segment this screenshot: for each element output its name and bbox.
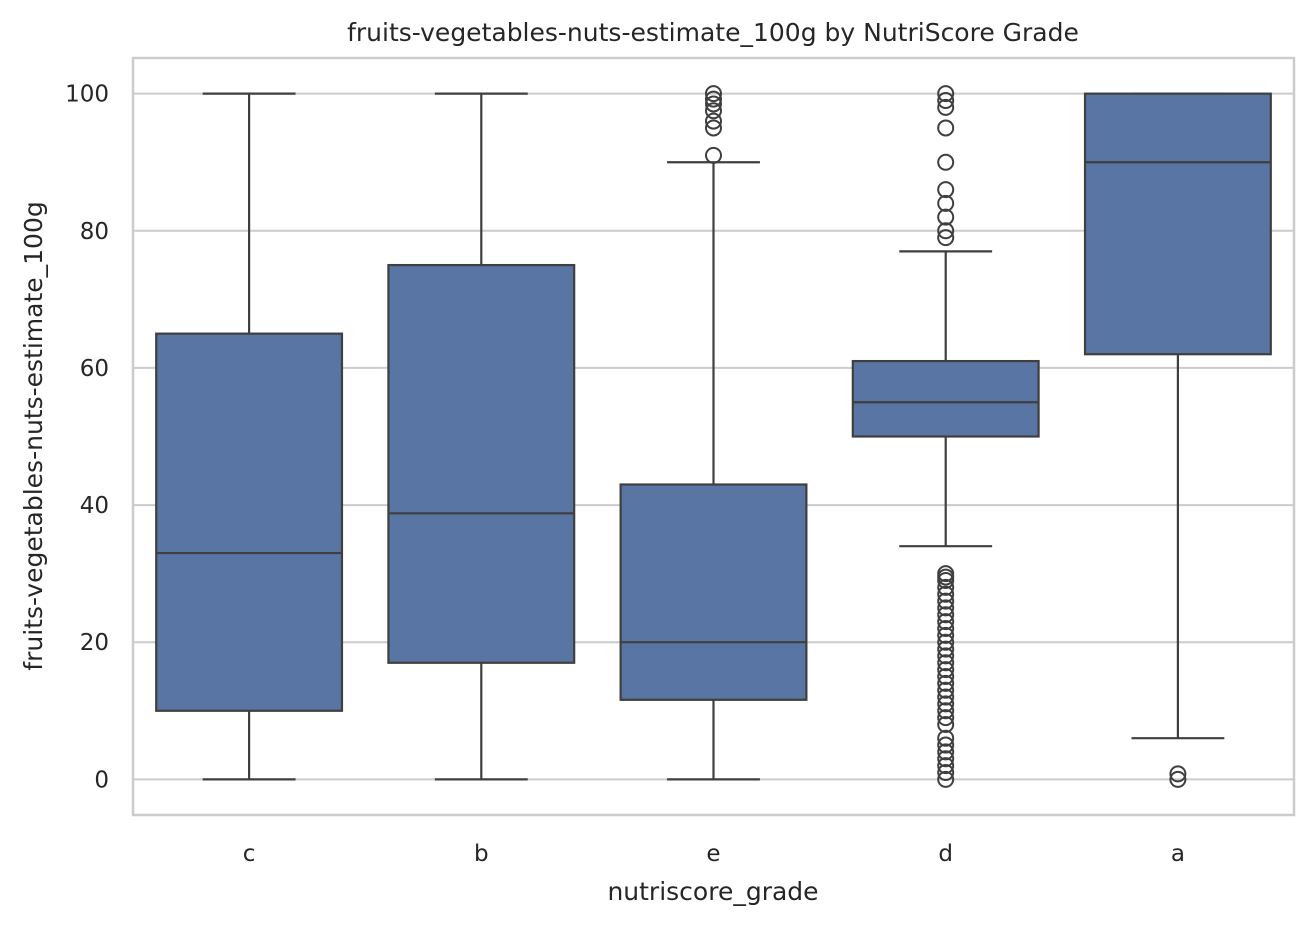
x-tick-label: e	[706, 841, 720, 867]
outlier-point	[937, 85, 955, 103]
outlier-point	[937, 208, 955, 226]
outlier-point	[1169, 770, 1187, 788]
outlier-point	[937, 654, 955, 672]
x-tick-label: d	[938, 841, 953, 867]
outlier-point	[937, 181, 955, 199]
outlier-point	[937, 667, 955, 685]
outlier-point	[705, 146, 722, 164]
outlier-point	[937, 681, 955, 699]
outlier-point	[937, 640, 955, 658]
outlier-point	[937, 715, 955, 733]
y-tick-label: 80	[80, 219, 109, 245]
box-series	[155, 85, 1272, 788]
outlier-point	[937, 599, 955, 617]
x-tick-label: c	[243, 841, 256, 867]
outlier-point	[705, 95, 722, 113]
box-e	[619, 85, 808, 781]
outlier-point	[937, 763, 955, 781]
outlier-point	[937, 229, 955, 247]
x-tick-label: a	[1171, 841, 1185, 867]
outlier-point	[937, 770, 955, 788]
box-iqr	[619, 483, 808, 701]
outlier-point	[937, 757, 955, 775]
outlier-point	[937, 92, 955, 110]
outlier-point	[937, 592, 955, 610]
outlier-point	[937, 743, 955, 761]
outlier-point	[1169, 765, 1187, 783]
box-iqr	[1083, 92, 1272, 356]
outlier-point	[705, 119, 722, 137]
outlier-point	[937, 647, 955, 665]
outlier-point	[937, 626, 955, 644]
outlier-point	[937, 568, 955, 586]
box-iqr	[851, 359, 1040, 438]
y-tick-label: 60	[80, 356, 109, 382]
x-axis-label: nutriscore_grade	[607, 877, 818, 906]
y-tick-label: 40	[80, 493, 109, 519]
outlier-point	[937, 729, 955, 747]
outlier-point	[937, 736, 955, 754]
outlier-point	[937, 750, 955, 768]
outlier-point	[937, 565, 955, 583]
outlier-point	[705, 85, 722, 103]
outlier-point	[937, 606, 955, 624]
y-tick-label: 100	[65, 82, 109, 108]
y-tick-label: 20	[80, 630, 109, 656]
outlier-point	[937, 98, 955, 116]
outlier-point	[937, 585, 955, 603]
box-iqr	[155, 332, 344, 712]
outlier-point	[937, 661, 955, 679]
outlier-point	[937, 222, 955, 240]
outlier-point	[705, 102, 722, 120]
outlier-point	[937, 709, 955, 727]
outlier-point	[937, 688, 955, 706]
y-axis-ticks: 0 20 40 60 80 100	[65, 82, 109, 794]
y-axis-label: fruits-vegetables-nuts-estimate_100g	[19, 201, 48, 670]
outlier-point	[937, 633, 955, 651]
outlier-point	[937, 613, 955, 631]
box-iqr	[387, 263, 576, 664]
outlier-point	[937, 153, 955, 171]
outlier-point	[937, 695, 955, 713]
y-tick-label: 0	[94, 767, 109, 793]
outlier-point	[937, 578, 955, 596]
x-tick-label: b	[474, 841, 489, 867]
outlier-point	[937, 702, 955, 720]
outlier-point	[937, 674, 955, 692]
chart-title: fruits-vegetables-nuts-estimate_100g by …	[347, 18, 1079, 47]
plot-frame	[131, 56, 1296, 817]
box-a	[1083, 92, 1272, 788]
outlier-point	[705, 112, 722, 130]
outlier-point	[937, 119, 955, 137]
box-c	[155, 92, 344, 781]
outlier-point	[705, 90, 722, 108]
box-d	[851, 85, 1040, 788]
box-b	[387, 92, 576, 781]
outlier-point	[937, 619, 955, 637]
outlier-point	[937, 194, 955, 212]
